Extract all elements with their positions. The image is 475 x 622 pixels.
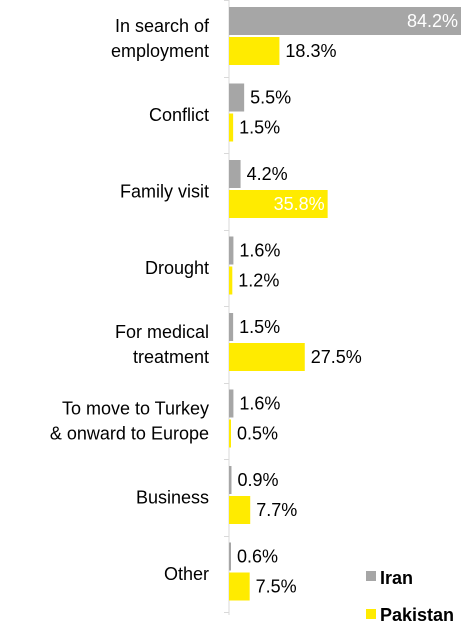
category-label: Other bbox=[164, 564, 209, 584]
data-label-iran: 5.5% bbox=[250, 88, 291, 108]
data-label-iran: 0.6% bbox=[237, 547, 278, 567]
bar-pakistan bbox=[229, 113, 234, 142]
bars-layer bbox=[229, 7, 461, 601]
data-label-iran: 0.9% bbox=[237, 470, 278, 490]
data-label-pakistan: 18.3% bbox=[285, 41, 336, 61]
data-label-pakistan: 1.5% bbox=[239, 118, 280, 138]
bar-pakistan bbox=[229, 37, 280, 65]
category-label: Business bbox=[136, 487, 209, 507]
data-label-iran: 4.2% bbox=[247, 164, 288, 184]
bar-pakistan bbox=[229, 496, 251, 524]
category-label: In search of bbox=[115, 16, 210, 36]
legend-swatch-iran bbox=[366, 571, 376, 581]
category-label: To move to Turkey bbox=[62, 398, 209, 418]
legend-label-iran: Iran bbox=[380, 568, 413, 588]
category-label: Drought bbox=[145, 258, 209, 278]
bar-pakistan bbox=[229, 266, 233, 295]
data-label-pakistan: 7.7% bbox=[256, 500, 297, 520]
legend-label-pakistan: Pakistan bbox=[380, 605, 454, 622]
category-label: employment bbox=[111, 41, 209, 61]
category-label: & onward to Europe bbox=[50, 423, 209, 443]
labels-layer: In search of employment Conflict Family vis… bbox=[50, 11, 458, 597]
bar-iran bbox=[229, 313, 234, 341]
axis-layer bbox=[224, 0, 230, 615]
bar-iran bbox=[229, 83, 245, 112]
category-label: Family visit bbox=[120, 181, 209, 201]
bar-iran bbox=[229, 466, 232, 494]
data-label-pakistan: 27.5% bbox=[311, 347, 362, 367]
data-label-pakistan: 1.2% bbox=[238, 271, 279, 291]
bar-pakistan bbox=[229, 343, 305, 371]
legend: Iran Pakistan bbox=[366, 568, 454, 622]
category-label: For medical bbox=[115, 322, 209, 342]
data-label-iran: 1.6% bbox=[239, 394, 280, 414]
bar-pakistan bbox=[229, 572, 250, 601]
data-label-pakistan: 7.5% bbox=[256, 577, 297, 597]
data-label-pakistan: 35.8% bbox=[274, 194, 325, 214]
category-label: Conflict bbox=[149, 105, 209, 125]
category-label: treatment bbox=[133, 347, 209, 367]
data-label-iran: 1.6% bbox=[239, 241, 280, 261]
bar-iran bbox=[229, 236, 234, 265]
bar-iran bbox=[229, 389, 234, 418]
bar-iran bbox=[229, 7, 461, 35]
legend-swatch-pakistan bbox=[366, 609, 376, 619]
data-label-iran: 1.5% bbox=[239, 317, 280, 337]
bar-iran bbox=[229, 160, 241, 188]
bar-iran bbox=[229, 542, 231, 571]
bar-pakistan bbox=[229, 419, 231, 448]
data-label-iran: 84.2% bbox=[407, 11, 458, 31]
bar-pakistan bbox=[229, 190, 328, 218]
data-label-pakistan: 0.5% bbox=[237, 424, 278, 444]
